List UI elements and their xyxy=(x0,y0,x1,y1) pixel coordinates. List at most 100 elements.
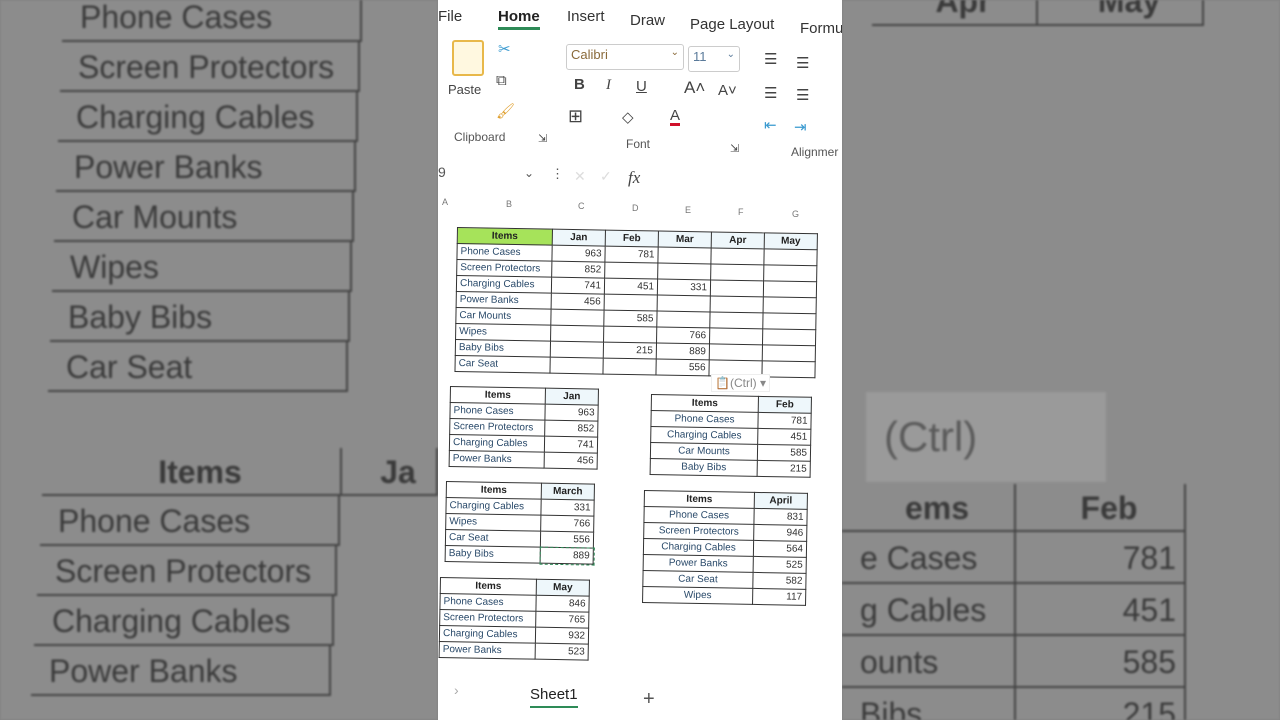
column-header-a[interactable]: A xyxy=(442,197,449,207)
item-cell[interactable]: Charging Cables xyxy=(456,275,552,294)
column-header-items[interactable]: Items xyxy=(651,394,759,413)
add-sheet-button[interactable]: + xyxy=(643,688,655,710)
value-cell[interactable] xyxy=(710,295,764,313)
value-cell[interactable]: 963 xyxy=(551,245,606,263)
tab-home[interactable]: Home xyxy=(498,8,540,30)
item-cell[interactable]: Car Mounts xyxy=(650,442,758,461)
column-header-may[interactable]: May xyxy=(764,232,818,250)
column-header-c[interactable]: C xyxy=(578,201,585,211)
increase-font-icon[interactable]: A˄ xyxy=(684,78,706,97)
value-cell[interactable] xyxy=(709,311,764,329)
column-header-items[interactable]: Items xyxy=(644,490,755,509)
sheet-tab-sheet1[interactable]: Sheet1 xyxy=(530,686,578,708)
value-cell[interactable] xyxy=(604,262,658,280)
column-header-apr[interactable]: Apr xyxy=(711,231,765,249)
fill-color-icon[interactable]: ◇ xyxy=(622,109,634,126)
value-cell[interactable]: 331 xyxy=(540,499,595,517)
item-cell[interactable]: Baby Bibs xyxy=(650,458,758,477)
item-cell[interactable]: Screen Protectors xyxy=(449,418,545,437)
value-cell[interactable] xyxy=(657,247,712,264)
item-cell[interactable]: Charging Cables xyxy=(439,625,536,644)
font-dialog-launcher-icon[interactable]: ⇲ xyxy=(730,143,740,155)
item-cell[interactable]: Phone Cases xyxy=(643,506,755,525)
item-cell[interactable]: Charging Cables xyxy=(650,426,758,445)
value-cell[interactable]: 525 xyxy=(753,556,807,574)
tab-formulas[interactable]: Formu xyxy=(800,20,842,37)
item-cell[interactable]: Power Banks xyxy=(456,291,552,310)
value-cell[interactable] xyxy=(763,264,817,282)
value-cell[interactable] xyxy=(657,295,711,312)
bold-button[interactable]: B xyxy=(574,76,585,93)
tab-page-layout[interactable]: Page Layout xyxy=(690,16,775,33)
item-cell[interactable]: Screen Protectors xyxy=(643,522,754,541)
paste-options-button[interactable]: 📋(Ctrl) ▾ xyxy=(711,374,770,392)
decrease-font-icon[interactable]: A˅ xyxy=(718,82,737,99)
value-cell[interactable] xyxy=(709,343,763,361)
cut-icon[interactable]: ✂ xyxy=(498,41,511,58)
italic-button[interactable]: I xyxy=(606,77,611,93)
value-cell[interactable] xyxy=(602,358,657,375)
value-cell[interactable]: 766 xyxy=(656,327,710,344)
font-color-icon[interactable]: A xyxy=(670,107,681,126)
item-cell[interactable]: Wipes xyxy=(642,586,753,605)
column-header-may[interactable]: May xyxy=(536,579,590,597)
copy-icon[interactable]: ⧉ xyxy=(496,72,507,89)
value-cell[interactable] xyxy=(604,294,658,312)
value-cell[interactable] xyxy=(549,357,604,375)
align-left-icon[interactable]: ☰ xyxy=(764,85,778,102)
value-cell[interactable]: 852 xyxy=(551,261,605,279)
value-cell[interactable]: 117 xyxy=(752,588,806,606)
value-cell[interactable] xyxy=(603,326,657,343)
align-middle-icon[interactable]: ☰ xyxy=(796,55,810,72)
paste-button[interactable]: Paste xyxy=(448,82,482,97)
item-cell[interactable]: Phone Cases xyxy=(456,243,553,262)
name-box[interactable]: 9 xyxy=(438,164,446,180)
value-cell[interactable]: 215 xyxy=(757,460,811,478)
value-cell[interactable]: 766 xyxy=(540,515,594,533)
value-cell[interactable] xyxy=(763,296,817,314)
underline-button[interactable]: U xyxy=(636,78,647,95)
value-cell[interactable]: 331 xyxy=(657,279,711,296)
column-header-feb[interactable]: Feb xyxy=(758,396,812,414)
value-cell[interactable] xyxy=(762,344,816,362)
column-header-jan[interactable]: Jan xyxy=(552,229,606,247)
cancel-icon[interactable]: ✕ xyxy=(574,168,586,184)
column-header-items[interactable]: Items xyxy=(440,577,537,596)
column-header-items[interactable]: Items xyxy=(446,481,542,500)
value-cell[interactable] xyxy=(656,311,711,328)
value-cell[interactable]: 451 xyxy=(757,428,811,446)
value-cell[interactable] xyxy=(657,263,711,280)
font-size-dropdown[interactable]: 11 ⌄ xyxy=(688,46,740,72)
value-cell[interactable] xyxy=(763,248,818,266)
value-cell[interactable]: 963 xyxy=(544,404,599,422)
item-cell[interactable]: Baby Bibs xyxy=(455,339,551,358)
item-cell[interactable]: Car Mounts xyxy=(455,307,552,326)
value-cell[interactable]: 852 xyxy=(544,420,598,438)
item-cell[interactable]: Phone Cases xyxy=(439,593,537,612)
item-cell[interactable]: Power Banks xyxy=(449,450,545,469)
column-header-march[interactable]: March xyxy=(541,483,595,501)
value-cell[interactable]: 523 xyxy=(535,643,589,661)
value-cell[interactable] xyxy=(710,247,765,265)
column-header-g[interactable]: G xyxy=(792,209,800,219)
column-header-f[interactable]: F xyxy=(738,207,744,217)
paste-icon[interactable] xyxy=(452,40,484,76)
value-cell[interactable]: 846 xyxy=(535,595,590,613)
column-header-april[interactable]: April xyxy=(754,492,808,510)
item-cell[interactable]: Power Banks xyxy=(439,641,536,660)
font-name-dropdown[interactable]: Calibri ⌄ xyxy=(566,44,684,70)
tab-file[interactable]: File xyxy=(438,8,463,25)
value-cell[interactable]: 741 xyxy=(551,277,605,295)
increase-indent-icon[interactable]: ⇥ xyxy=(794,119,807,136)
value-cell[interactable] xyxy=(710,263,764,281)
insert-function-button[interactable]: fx xyxy=(628,168,641,187)
value-cell[interactable]: 781 xyxy=(757,412,812,430)
value-cell[interactable]: 585 xyxy=(757,444,811,462)
value-cell[interactable] xyxy=(763,280,817,298)
name-box-dropdown-icon[interactable]: ⌄ xyxy=(524,166,535,180)
value-cell[interactable]: 456 xyxy=(544,452,598,470)
value-cell[interactable]: 889 xyxy=(539,546,595,566)
value-cell[interactable] xyxy=(762,312,817,330)
item-cell[interactable]: Charging Cables xyxy=(445,497,542,516)
item-cell[interactable]: Charging Cables xyxy=(643,538,754,557)
